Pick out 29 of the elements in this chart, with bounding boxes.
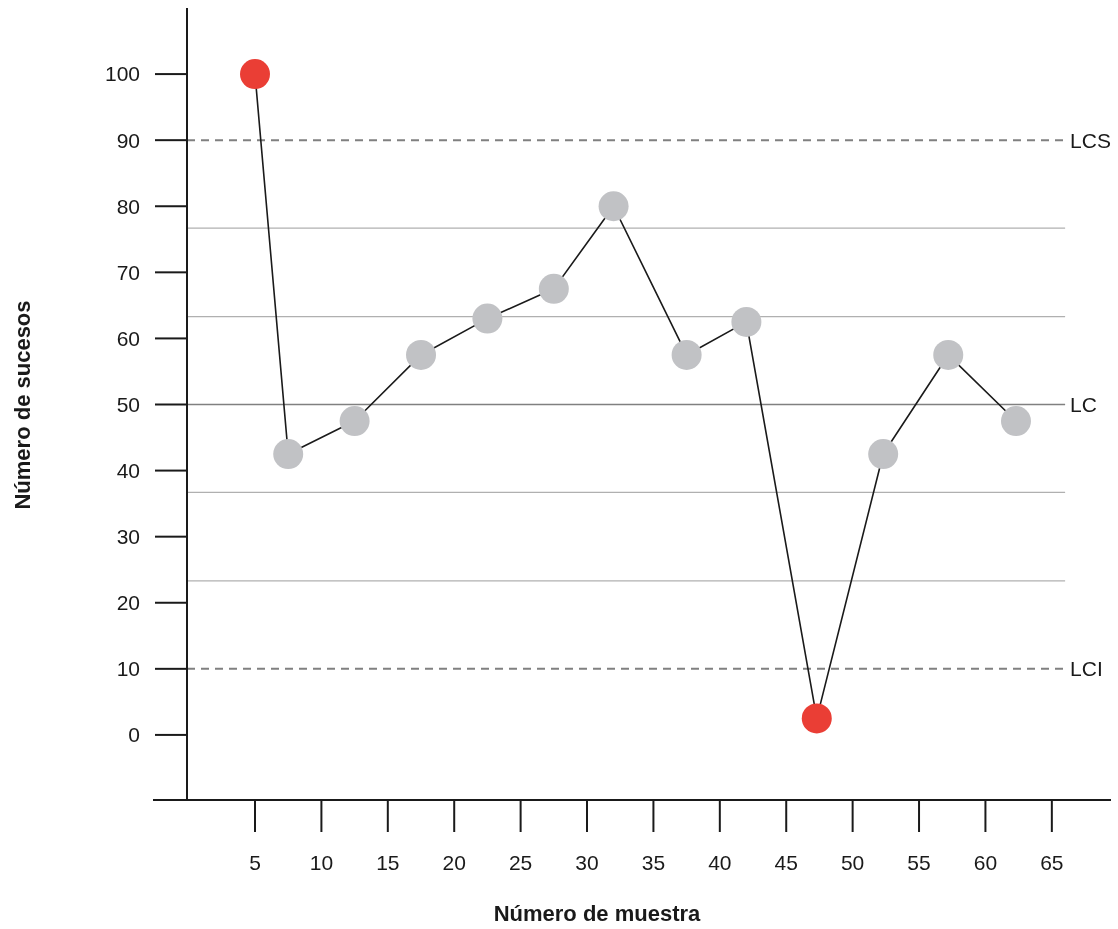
x-tick-label: 35 [641, 851, 666, 874]
x-tick-label: 15 [376, 851, 400, 874]
y-tick-label: 50 [116, 392, 140, 416]
y-tick-label: 20 [116, 591, 140, 615]
x-tick-label: 50 [840, 851, 865, 874]
x-tick-label: 40 [708, 851, 732, 874]
x-tick-label: 60 [973, 851, 998, 874]
x-tick-label: 20 [442, 851, 466, 874]
y-tick-label: 0 [128, 723, 140, 747]
x-axis-title: Número de muestra [493, 901, 702, 926]
y-tick-label: 80 [116, 194, 140, 218]
y-tick-label: 100 [104, 62, 140, 86]
x-tick-label: 65 [1040, 851, 1064, 874]
y-tick-label: 70 [116, 260, 140, 284]
x-tick-label: 45 [774, 851, 798, 874]
y-tick-label: 60 [116, 326, 140, 350]
x-tick-label: 5 [249, 851, 261, 874]
y-tick-label: 90 [116, 128, 140, 152]
x-tick-label: 10 [309, 851, 334, 874]
y-tick-label: 10 [116, 657, 140, 681]
x-tick-label: 55 [907, 851, 931, 874]
ref-line-label: LCI [1070, 657, 1103, 681]
ref-line-label: LCS [1070, 128, 1111, 152]
x-tick-label: 30 [575, 851, 599, 874]
ref-line-label: LC [1070, 392, 1097, 416]
y-tick-label: 40 [116, 458, 140, 482]
y-tick-label: 30 [116, 525, 140, 549]
y-axis-title: Número de sucesos [10, 300, 35, 510]
x-tick-label: 25 [508, 851, 533, 874]
